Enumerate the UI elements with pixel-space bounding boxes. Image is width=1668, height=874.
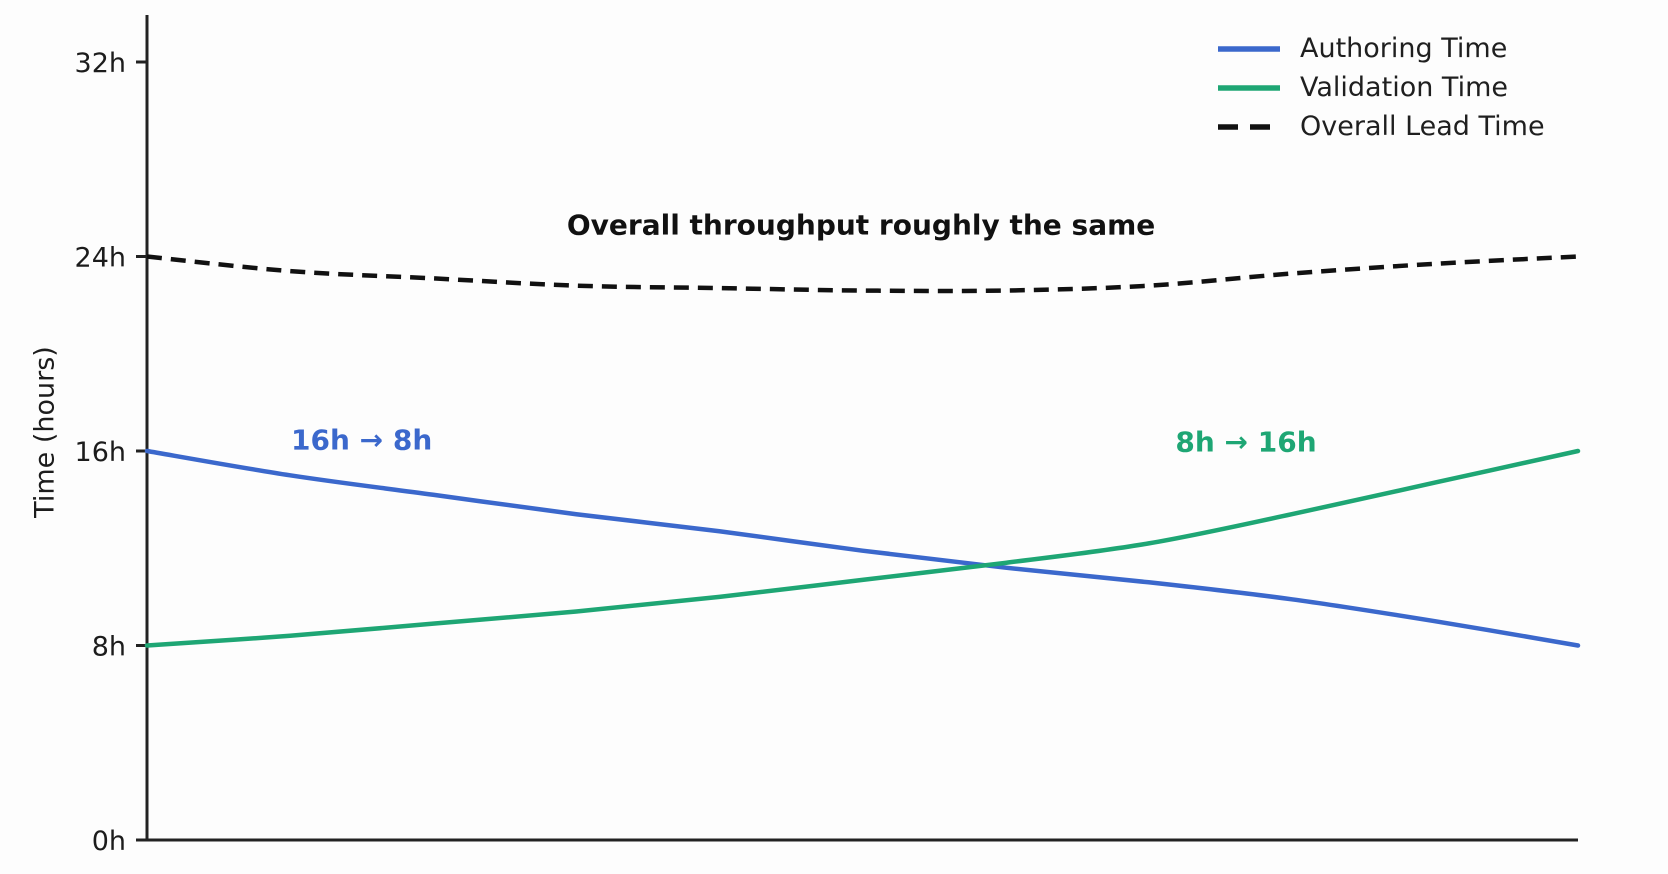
legend: Authoring Time Validation Time Overall Lea… [1218, 33, 1545, 142]
y-tick-label: 0h [92, 826, 126, 857]
legend-swatch-authoring-line-icon [1218, 45, 1280, 52]
y-tick-label: 16h [75, 437, 126, 468]
legend-item-overall: Overall Lead Time [1218, 111, 1545, 142]
y-tick-label: 32h [75, 48, 126, 79]
legend-swatch-validation-line-icon [1218, 84, 1280, 91]
series-line-overall [146, 254, 1579, 294]
annotation-2: 8h → 16h [1175, 425, 1317, 459]
legend-label: Authoring Time [1300, 33, 1508, 64]
y-axis-title: Time (hours) [29, 346, 61, 518]
series-line-authoring [144, 448, 1581, 648]
y-tick-label: 24h [75, 243, 126, 274]
series-line-validation [144, 448, 1581, 648]
legend-swatch-overall-dashed-line-icon [1218, 123, 1280, 130]
annotation-0: Overall throughput roughly the same [566, 208, 1156, 242]
legend-label: Validation Time [1300, 72, 1508, 103]
y-tick-label: 8h [92, 632, 126, 663]
legend-label: Overall Lead Time [1300, 111, 1545, 142]
annotation-1: 16h → 8h [291, 423, 433, 457]
legend-item-authoring: Authoring Time [1218, 33, 1545, 64]
legend-item-validation: Validation Time [1218, 72, 1545, 103]
